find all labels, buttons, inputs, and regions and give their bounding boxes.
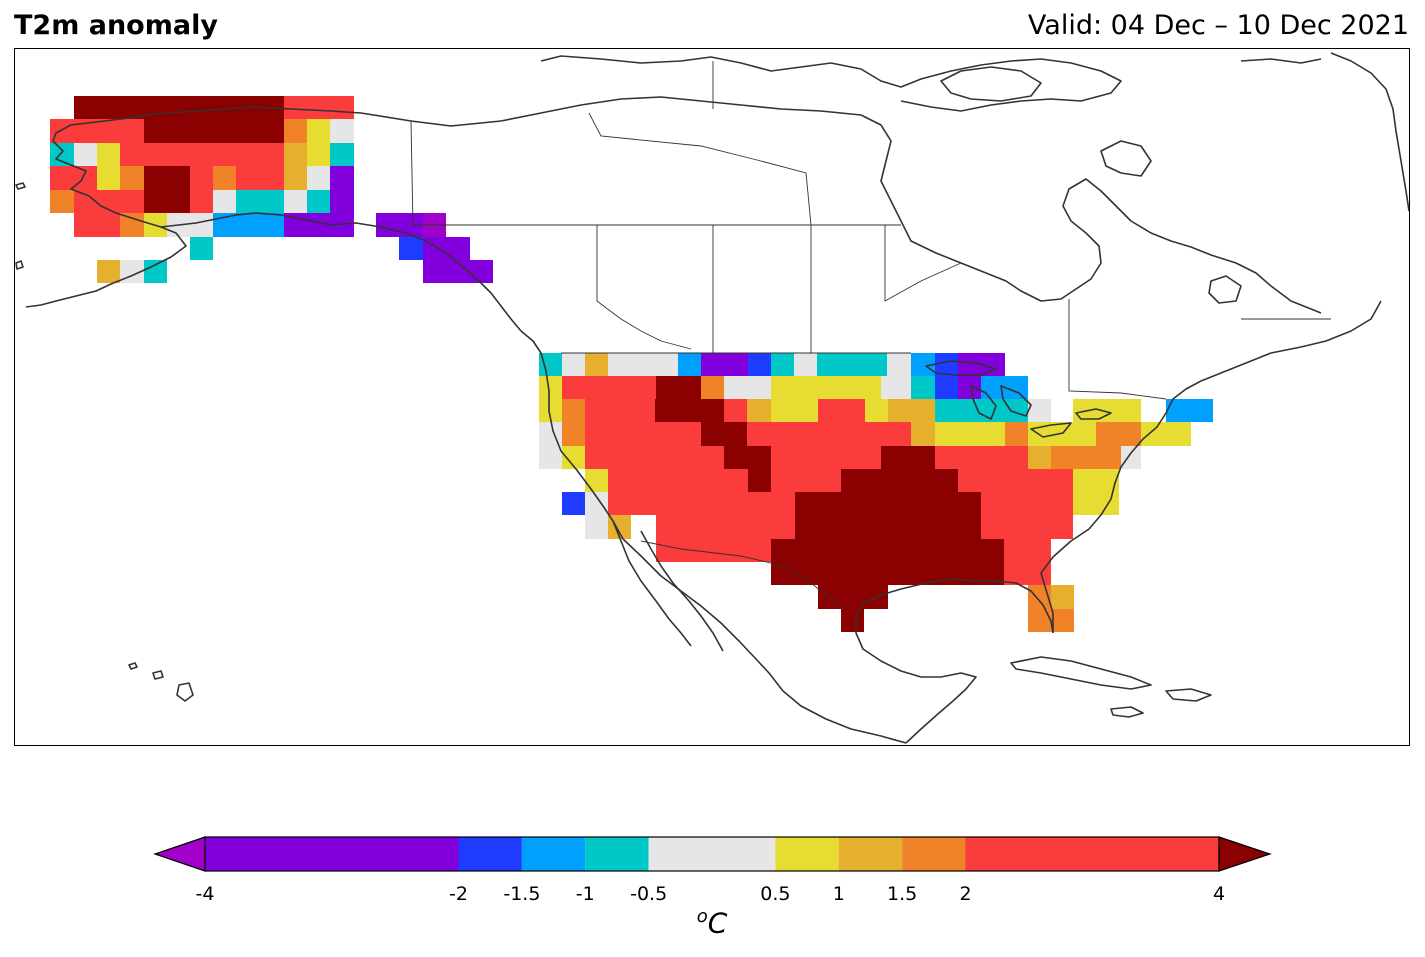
colorbar-segment [838, 837, 903, 871]
colorbar-tick-label: 1.5 [887, 883, 918, 905]
colorbar-under-triangle [153, 836, 206, 872]
colorbar-segment [648, 837, 776, 871]
colorbar-tick-label: -2 [449, 883, 468, 905]
colorbar-tick-label: 2 [959, 883, 972, 905]
colorbar-unit-label: oC [696, 906, 728, 940]
colorbar-segments [205, 837, 1219, 871]
colorbar-segment [902, 837, 966, 871]
colorbar-tick-label: -1.5 [503, 883, 541, 905]
colorbar-tick-label: 4 [1212, 883, 1226, 905]
colorbar-tick-label: 1 [832, 883, 845, 905]
anomaly-map [15, 52, 1409, 744]
colorbar-segment [965, 837, 1219, 871]
colorbar-segment [458, 837, 522, 871]
map-title: T2m anomaly [14, 10, 218, 41]
colorbar-tick-label: -1 [575, 883, 595, 905]
valid-period: Valid: 04 Dec – 10 Dec 2021 [1027, 10, 1409, 41]
colorbar-segment [585, 837, 649, 871]
colorbar-over-triangle [1218, 836, 1272, 872]
map-panel [14, 48, 1410, 746]
colorbar-tick-label: -4 [195, 883, 215, 905]
colorbar-segment [775, 837, 839, 871]
colorbar-tick-label: -0.5 [630, 883, 668, 905]
colorbar-outline [204, 836, 1220, 872]
colorbar-segment [205, 837, 459, 871]
coastlines [15, 52, 1409, 744]
colorbar-tick-label: 0.5 [760, 883, 791, 905]
political-borders [410, 61, 1331, 607]
colorbar-segment [521, 837, 586, 871]
